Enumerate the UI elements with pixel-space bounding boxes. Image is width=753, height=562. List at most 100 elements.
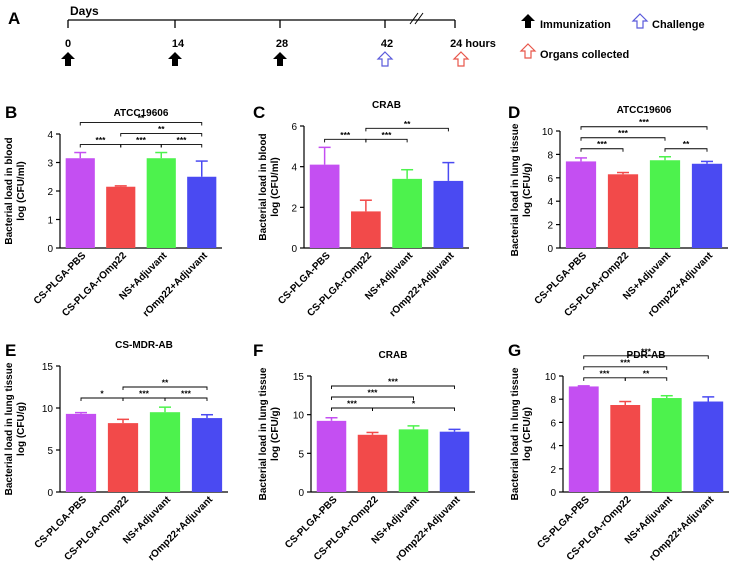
significance-label: *** <box>347 399 358 409</box>
significance-bracket <box>583 355 709 359</box>
panel-label-f: F <box>253 341 263 360</box>
immunization-arrow-icon <box>273 52 287 66</box>
timeline-label-24h: 24 hours <box>450 38 496 50</box>
significance-bracket <box>331 396 414 400</box>
bar-ns-adjuvant <box>146 158 176 248</box>
significance-bracket <box>580 126 708 130</box>
significance-label: *** <box>139 389 150 399</box>
bar-romp22-adjuvant <box>187 176 217 248</box>
chart-panel-d: D ATCC19606 Bacterial load in lung tissuel… <box>508 103 728 319</box>
y-axis-label-line: Bacterial load in blood <box>4 137 15 244</box>
y-axis-label-line: log (CFU/g) <box>522 163 533 217</box>
immunization-arrow-icon <box>61 52 75 66</box>
significance-bracket <box>365 127 449 132</box>
y-tick-label: 2 <box>547 221 553 232</box>
significance-bracket <box>79 122 203 126</box>
panel-label-d: D <box>508 103 520 122</box>
y-tick-label: 4 <box>547 197 553 208</box>
y-tick-label: 3 <box>47 159 53 170</box>
days-label: Days <box>70 4 99 18</box>
bar-romp22-adjuvant <box>439 431 470 492</box>
significance-label: *** <box>600 368 611 378</box>
significance-label: * <box>412 399 416 409</box>
significance-bracket <box>365 138 408 143</box>
chart-panel-f: F CRAB Bacterial load in lung tissuelog (C… <box>253 341 475 562</box>
y-axis-label-line: Bacterial load in blood <box>258 133 269 240</box>
y-axis-label-line: Bacterial load in lung tissue <box>510 367 521 500</box>
bar-cs-plga-pbs <box>65 158 95 248</box>
y-tick-label: 6 <box>291 122 297 133</box>
y-axis-label: Bacterial load in lung tissuelog (CFU/g) <box>510 367 533 500</box>
significance-bracket <box>331 385 455 389</box>
y-tick-label: 8 <box>547 150 553 161</box>
y-axis-label-line: log (CFU/g) <box>270 407 281 461</box>
bar-ns-adjuvant <box>392 178 422 248</box>
y-tick-label: 6 <box>547 174 553 185</box>
bar-cs-plga-romp22 <box>607 174 639 248</box>
significance-label: ** <box>162 378 169 388</box>
significance-bracket <box>164 397 208 401</box>
significance-bracket <box>580 148 624 152</box>
y-axis-label: Bacterial load in bloodlog (CFU/ml) <box>4 137 27 244</box>
panel-label-a: A <box>8 9 20 28</box>
y-tick-label: 8 <box>550 395 556 406</box>
significance-label: *** <box>96 135 107 145</box>
significance-label: *** <box>620 357 631 367</box>
bar-cs-plga-pbs <box>316 420 347 492</box>
panel-label-c: C <box>253 103 265 122</box>
chart-panel-b: B ATCC19606 Bacterial load in bloodlog (CF… <box>4 103 222 319</box>
legend-immunization-label: Immunization <box>540 19 611 31</box>
y-tick-label: 0 <box>550 488 556 499</box>
significance-bracket <box>624 377 668 381</box>
bar-cs-plga-pbs <box>309 164 340 248</box>
y-tick-label: 10 <box>545 372 557 383</box>
chart-panel-c: C CRAB Bacterial load in bloodlog (CFU/ml)… <box>253 100 469 319</box>
chart-title: CS-MDR-AB <box>115 340 173 351</box>
y-axis-label: Bacterial load in lung tissuelog (CFU/g) <box>258 367 281 500</box>
significance-label: ** <box>404 119 411 129</box>
significance-label: *** <box>136 135 147 145</box>
y-axis-label-line: log (CFU/g) <box>16 402 27 456</box>
bar-cs-plga-pbs <box>565 161 597 248</box>
significance-label: *** <box>597 139 608 149</box>
y-tick-label: 10 <box>42 404 54 415</box>
y-tick-label: 0 <box>47 244 53 255</box>
bar-cs-plga-romp22 <box>106 186 136 248</box>
chart-title: CRAB <box>379 350 408 361</box>
bar-romp22-adjuvant <box>691 163 723 248</box>
significance-bracket <box>583 366 668 370</box>
bar-ns-adjuvant <box>649 160 681 248</box>
y-tick-label: 4 <box>47 130 53 141</box>
panel-label-e: E <box>5 341 16 360</box>
significance-bracket <box>120 133 203 137</box>
bar-ns-adjuvant <box>398 429 429 492</box>
y-tick-label: 1 <box>47 216 53 227</box>
legend-challenge-icon <box>631 13 649 29</box>
significance-label: *** <box>618 128 629 138</box>
challenge-arrow-icon <box>376 51 394 67</box>
bar-cs-plga-pbs <box>568 386 599 492</box>
bar-cs-plga-pbs <box>65 413 97 492</box>
y-axis-label-line: log (CFU/g) <box>522 407 533 461</box>
y-axis-label-line: Bacterial load in lung tissue <box>258 367 269 500</box>
significance-label: *** <box>388 377 399 387</box>
y-axis-label-line: Bacterial load in lung tissue <box>4 362 15 495</box>
significance-bracket <box>160 144 203 148</box>
significance-label: *** <box>340 130 351 140</box>
y-axis-label: Bacterial load in bloodlog (CFU/ml) <box>258 133 281 240</box>
y-tick-label: 2 <box>550 465 556 476</box>
y-tick-label: 0 <box>298 488 304 499</box>
significance-label: ** <box>138 113 145 123</box>
bar-cs-plga-romp22 <box>357 434 388 492</box>
significance-label: *** <box>181 389 192 399</box>
y-tick-label: 0 <box>291 244 297 255</box>
y-axis-label: Bacterial load in lung tissuelog (CFU/g) <box>4 362 27 495</box>
bar-cs-plga-romp22 <box>107 423 139 492</box>
bar-romp22-adjuvant <box>433 180 464 248</box>
y-tick-label: 2 <box>291 203 297 214</box>
axis-break-mark <box>414 12 424 25</box>
chart-panel-e: E CS-MDR-AB Bacterial load in lung tissuel… <box>4 340 228 562</box>
chart-title: ATCC19606 <box>114 108 169 119</box>
